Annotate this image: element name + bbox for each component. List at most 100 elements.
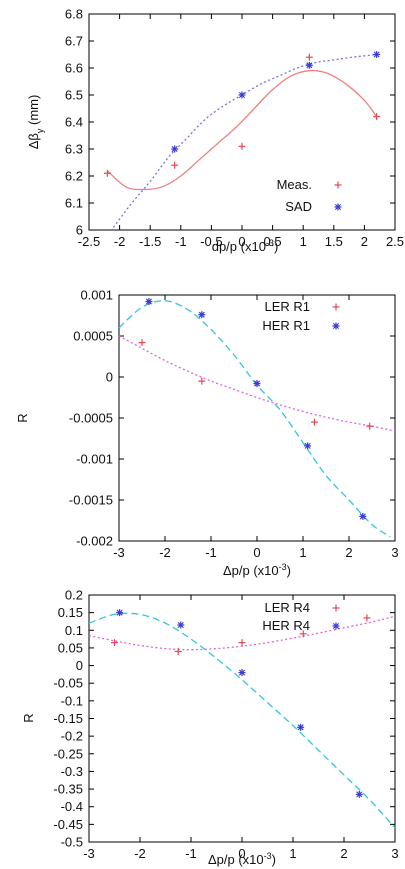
y-tick-label: 6.2 xyxy=(65,169,83,184)
x-tick-label: -2 xyxy=(159,545,171,560)
x-tick-label: -3 xyxy=(113,545,125,560)
star-marker xyxy=(116,609,124,617)
y-tick-label: -0.001 xyxy=(76,452,113,467)
y-tick-label: 6.5 xyxy=(65,88,83,103)
star-marker xyxy=(334,203,342,211)
y-axis-ticks: 6 6.1 6.2 6.3 6.4 6.5 6.6 6.7 6.8 xyxy=(65,7,395,238)
y-axis-label: R xyxy=(15,413,30,422)
star-marker xyxy=(305,61,313,69)
x-tick-label: 2 xyxy=(345,545,352,560)
chart-panel-beta: -2.5 -2 -1.5 -1 -0.5 0 0.5 1 1.5 2 2.5 6 6.1 6.2 6.3 6… xyxy=(26,7,404,255)
star-marker xyxy=(238,669,246,677)
star-marker xyxy=(238,91,246,99)
y-tick-label: -0.15 xyxy=(53,711,83,726)
fit-curves xyxy=(106,53,378,228)
y-tick-label: -0.4 xyxy=(61,799,83,814)
x-tick-label: -1 xyxy=(185,846,197,861)
sad-fit-curve xyxy=(112,53,377,228)
y-tick-label: -0.2 xyxy=(61,729,83,744)
legend-label: HER R4 xyxy=(262,618,310,633)
data-points xyxy=(111,609,371,798)
y-tick-label: 0 xyxy=(106,370,113,385)
x-tick-label: 2 xyxy=(361,234,368,249)
x-tick-label: 1.5 xyxy=(325,234,343,249)
y-tick-label: 6.4 xyxy=(65,115,83,130)
star-marker xyxy=(253,380,261,388)
legend-label: LER R1 xyxy=(264,299,310,314)
x-tick-label: -1.5 xyxy=(139,234,161,249)
her-r1-fit-curve xyxy=(118,300,391,538)
chart-panel-r1: -3 -2 -1 0 1 2 3 0.001 0.0005 0 -0.0005 -0.001 -0.0… xyxy=(15,288,399,579)
y-axis-label: Δβy (mm) xyxy=(26,95,45,150)
y-tick-label: -0.25 xyxy=(53,746,83,761)
y-tick-label: -0.002 xyxy=(76,534,113,549)
y-tick-label: -0.0005 xyxy=(69,411,113,426)
x-tick-label: 1 xyxy=(300,234,307,249)
star-marker xyxy=(297,723,305,731)
y-tick-label: -0.0015 xyxy=(69,493,113,508)
y-tick-label: 0.001 xyxy=(80,288,113,303)
x-tick-label: -1 xyxy=(205,545,217,560)
x-tick-label: 0.5 xyxy=(264,234,282,249)
x-tick-label: 1 xyxy=(289,846,296,861)
x-axis-label: Δp/p (x10-3) xyxy=(223,562,291,578)
star-marker xyxy=(177,621,185,629)
meas--fit-curve xyxy=(106,69,378,191)
y-tick-label: 0.1 xyxy=(65,623,83,638)
y-tick-label: -0.35 xyxy=(53,782,83,797)
star-marker xyxy=(145,298,153,306)
star-marker xyxy=(198,311,206,319)
legend-label: HER R1 xyxy=(262,318,310,333)
x-tick-label: 2.5 xyxy=(386,234,404,249)
data-points xyxy=(138,298,374,520)
y-axis-label: R xyxy=(21,713,36,722)
y-axis-ticks: 0.2 0.15 0.1 0.05 0 -0.05 -0.1 -0.15 -0.2 -0.25 -0… xyxy=(53,588,395,850)
chart-panel-r4: -3 -2 -1 0 1 2 3 0.2 0.15 0.1 0.05 0 -0.05 -0.1 -0.15… xyxy=(21,588,399,868)
y-tick-label: 0.2 xyxy=(65,588,83,603)
star-marker xyxy=(332,622,340,630)
x-tick-label: 0 xyxy=(238,234,245,249)
y-tick-label: -0.5 xyxy=(61,835,83,850)
y-tick-label: 0.05 xyxy=(58,640,83,655)
y-tick-label: -0.45 xyxy=(53,817,83,832)
x-tick-label: 1 xyxy=(299,545,306,560)
data-points xyxy=(103,51,381,177)
x-tick-label: -2 xyxy=(114,234,126,249)
y-tick-label: 6.1 xyxy=(65,196,83,211)
y-tick-label: -0.05 xyxy=(53,676,83,691)
x-axis-label: Δp/p (x10-3) xyxy=(208,851,276,867)
x-tick-label: -2 xyxy=(134,846,146,861)
x-axis-ticks: -2.5 -2 -1.5 -1 -0.5 0 0.5 1 1.5 2 2.5 xyxy=(78,14,404,249)
y-axis-ticks: 0.001 0.0005 0 -0.0005 -0.001 -0.0015 -0.002 xyxy=(69,288,395,549)
x-tick-label: -0.5 xyxy=(200,234,222,249)
star-marker xyxy=(355,790,363,798)
fit-curves xyxy=(88,612,396,829)
x-tick-label: -3 xyxy=(83,846,95,861)
y-tick-label: 6.6 xyxy=(65,61,83,76)
fit-curves xyxy=(118,300,396,538)
x-tick-label: 3 xyxy=(391,846,398,861)
plot-frame xyxy=(88,594,396,843)
legend: Meas. SAD xyxy=(277,177,342,214)
x-tick-label: 0 xyxy=(238,846,245,861)
legend-label: LER R4 xyxy=(264,600,310,615)
y-tick-label: 6 xyxy=(76,223,83,238)
y-tick-label: -0.3 xyxy=(61,764,83,779)
star-marker xyxy=(359,512,367,520)
star-marker xyxy=(304,442,312,450)
x-tick-label: -1 xyxy=(175,234,187,249)
x-tick-label: 2 xyxy=(340,846,347,861)
x-tick-label: -2.5 xyxy=(78,234,100,249)
x-axis-label: dp/p (x10-3) xyxy=(212,238,279,254)
y-tick-label: 6.3 xyxy=(65,142,83,157)
y-tick-label: -0.1 xyxy=(61,693,83,708)
legend: LER R4 HER R4 xyxy=(262,600,340,633)
x-tick-label: 3 xyxy=(391,545,398,560)
legend: LER R1 HER R1 xyxy=(262,299,340,333)
y-tick-label: 6.7 xyxy=(65,34,83,49)
y-tick-label: 0 xyxy=(76,658,83,673)
x-axis-ticks: -3 -2 -1 0 1 2 3 xyxy=(113,295,399,560)
legend-label: Meas. xyxy=(277,177,312,192)
y-tick-label: 0.0005 xyxy=(73,329,113,344)
